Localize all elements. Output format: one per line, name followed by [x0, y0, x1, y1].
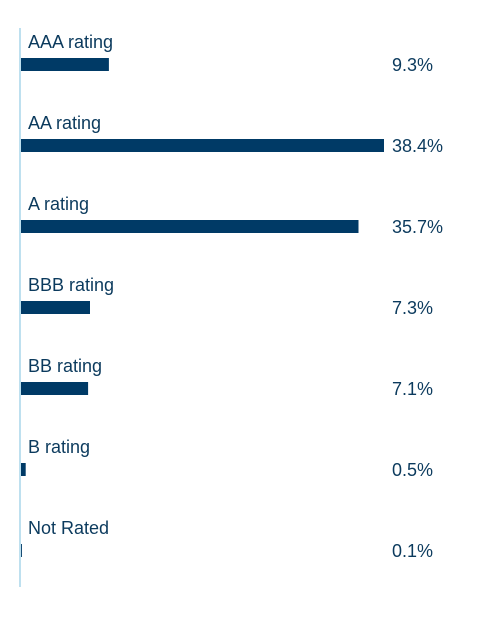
bar — [21, 139, 384, 152]
bar — [21, 220, 359, 233]
value-label: 7.1% — [392, 379, 433, 399]
chart-row: BBB rating 7.3% — [21, 275, 433, 318]
value-label: 9.3% — [392, 55, 433, 75]
bar — [21, 301, 90, 314]
bar — [21, 58, 109, 71]
category-label: BB rating — [28, 356, 102, 376]
value-label: 0.1% — [392, 541, 433, 561]
bar — [21, 463, 26, 476]
category-label: AAA rating — [28, 32, 113, 52]
bar — [21, 382, 89, 395]
value-label: 7.3% — [392, 298, 433, 318]
chart-row: BB rating 7.1% — [21, 356, 433, 399]
chart-row: AAA rating 9.3% — [21, 32, 433, 75]
category-label: B rating — [28, 437, 90, 457]
chart-row: Not Rated 0.1% — [21, 518, 433, 561]
bar — [21, 544, 22, 557]
chart-row: A rating 35.7% — [21, 194, 443, 237]
value-label: 35.7% — [392, 217, 443, 237]
value-label: 38.4% — [392, 136, 443, 156]
chart-rows: AAA rating 9.3% AA rating 38.4% A rating 35.7… — [21, 32, 443, 561]
chart-row: B rating 0.5% — [21, 437, 433, 480]
chart-row: AA rating 38.4% — [21, 113, 443, 156]
category-label: AA rating — [28, 113, 101, 133]
value-label: 0.5% — [392, 460, 433, 480]
category-label: A rating — [28, 194, 89, 214]
category-label: BBB rating — [28, 275, 114, 295]
category-label: Not Rated — [28, 518, 109, 538]
